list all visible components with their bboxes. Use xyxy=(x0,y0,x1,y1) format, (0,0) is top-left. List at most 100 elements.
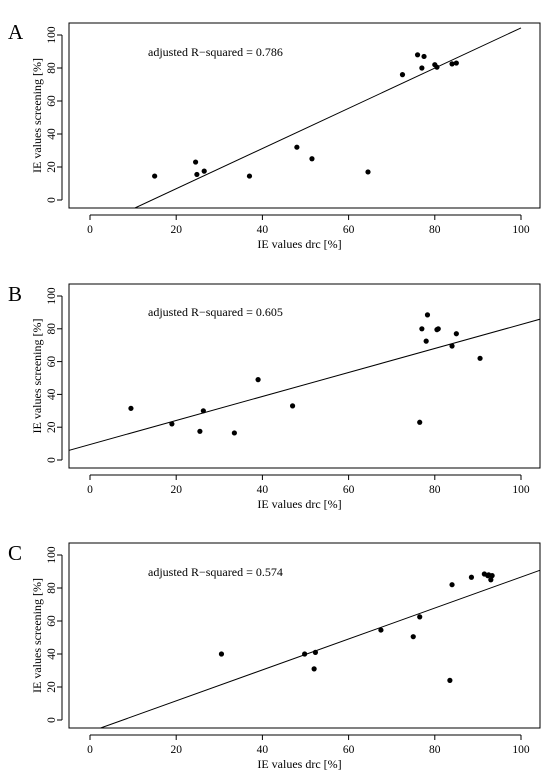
x-tick-label: 20 xyxy=(170,484,182,496)
data-point xyxy=(447,677,453,684)
x-tick-label: 40 xyxy=(257,744,269,756)
y-tick-label: 20 xyxy=(46,161,58,173)
y-tick-label: 20 xyxy=(46,421,58,433)
data-point xyxy=(421,53,427,60)
data-point xyxy=(194,171,200,178)
y-tick-label: 40 xyxy=(46,128,58,140)
y-tick-label: 40 xyxy=(46,388,58,400)
panel-letter: B xyxy=(8,282,22,306)
data-point xyxy=(449,343,455,349)
y-tick-label: 80 xyxy=(46,582,58,594)
y-tick-label: 80 xyxy=(46,62,58,74)
x-tick-label: 0 xyxy=(87,484,93,496)
plot-frame xyxy=(68,22,541,209)
x-tick-label: 80 xyxy=(429,484,441,496)
data-point xyxy=(489,573,495,579)
data-point xyxy=(488,577,494,583)
data-point xyxy=(192,159,199,165)
data-point xyxy=(477,355,483,361)
x-tick-label: 0 xyxy=(87,744,93,756)
x-tick-label: 40 xyxy=(257,484,269,496)
plot-frame xyxy=(68,542,541,729)
data-point xyxy=(419,65,425,71)
data-point xyxy=(197,428,203,434)
panel-c: C 0 20 40 60 80 100 0 20 40 60 80 100 IE values drc [… xyxy=(8,541,541,771)
data-point xyxy=(453,60,459,66)
x-tick-label: 100 xyxy=(512,484,530,496)
data-point xyxy=(423,338,429,344)
panel-a: A 0 20 40 60 80 100 0 20 40 60 80 100 IE values drc [… xyxy=(8,20,541,251)
x-tick-label: 60 xyxy=(343,224,355,236)
data-point xyxy=(410,634,416,640)
x-tick-label: 40 xyxy=(257,224,269,236)
y-axis-label: IE values screening [%] xyxy=(30,319,44,434)
r-squared-annotation: adjusted R−squared = 0.786 xyxy=(148,45,283,59)
x-axis-label: IE values drc [%] xyxy=(257,757,341,771)
plot-frame xyxy=(68,283,541,469)
data-point xyxy=(417,419,423,425)
data-point xyxy=(311,666,317,672)
y-axis-label: IE values screening [%] xyxy=(30,578,44,693)
data-point xyxy=(152,173,158,179)
data-point xyxy=(365,169,371,175)
data-point xyxy=(449,582,455,588)
regression-line xyxy=(134,27,522,208)
data-point xyxy=(419,326,425,332)
data-point xyxy=(294,144,300,150)
data-point xyxy=(435,326,441,332)
data-point xyxy=(309,156,315,162)
regression-line xyxy=(99,569,540,728)
regression-line xyxy=(69,318,540,451)
x-tick-label: 60 xyxy=(343,484,355,496)
y-tick-label: 20 xyxy=(46,681,58,693)
data-point xyxy=(289,403,296,409)
data-point xyxy=(255,377,261,383)
y-tick-label: 60 xyxy=(46,615,58,627)
x-tick-label: 80 xyxy=(429,744,441,756)
x-axis-label: IE values drc [%] xyxy=(257,237,341,251)
y-tick-label: 80 xyxy=(46,323,58,335)
data-point xyxy=(424,312,431,318)
x-tick-label: 20 xyxy=(170,744,182,756)
x-tick-label: 0 xyxy=(87,224,93,236)
data-point xyxy=(414,52,421,58)
x-tick-label: 20 xyxy=(170,224,182,236)
y-tick-label: 100 xyxy=(46,26,58,44)
data-point xyxy=(201,168,207,174)
y-tick-label: 60 xyxy=(46,95,58,107)
data-point xyxy=(449,61,455,67)
y-tick-label: 100 xyxy=(46,287,58,305)
data-point xyxy=(231,430,237,436)
x-axis-label: IE values drc [%] xyxy=(257,497,341,511)
panel-letter: C xyxy=(8,541,22,565)
x-tick-label: 80 xyxy=(429,224,441,236)
data-point xyxy=(200,408,206,414)
r-squared-annotation: adjusted R−squared = 0.605 xyxy=(148,305,283,319)
x-tick-label: 60 xyxy=(343,744,355,756)
data-point xyxy=(169,421,175,427)
y-tick-label: 60 xyxy=(46,356,58,368)
x-tick-label: 100 xyxy=(512,224,530,236)
data-point xyxy=(417,614,423,620)
panel-b: B 0 20 40 60 80 100 0 20 40 60 80 100 IE values drc [… xyxy=(8,282,541,511)
data-point xyxy=(128,405,134,411)
data-point xyxy=(218,651,225,657)
data-point xyxy=(468,574,475,580)
panel-letter: A xyxy=(8,20,24,44)
y-tick-label: 0 xyxy=(46,717,58,723)
x-tick-label: 100 xyxy=(512,744,530,756)
data-point xyxy=(246,173,253,179)
data-point xyxy=(312,649,319,655)
data-point xyxy=(434,64,440,70)
y-tick-label: 40 xyxy=(46,648,58,660)
y-tick-label: 0 xyxy=(46,457,58,463)
data-point xyxy=(378,627,384,633)
data-point xyxy=(399,72,406,78)
data-point xyxy=(302,651,308,657)
data-point xyxy=(453,331,459,337)
y-tick-label: 0 xyxy=(46,197,58,203)
y-axis-label: IE values screening [%] xyxy=(30,58,44,173)
y-tick-label: 100 xyxy=(46,546,58,564)
r-squared-annotation: adjusted R−squared = 0.574 xyxy=(148,565,283,579)
